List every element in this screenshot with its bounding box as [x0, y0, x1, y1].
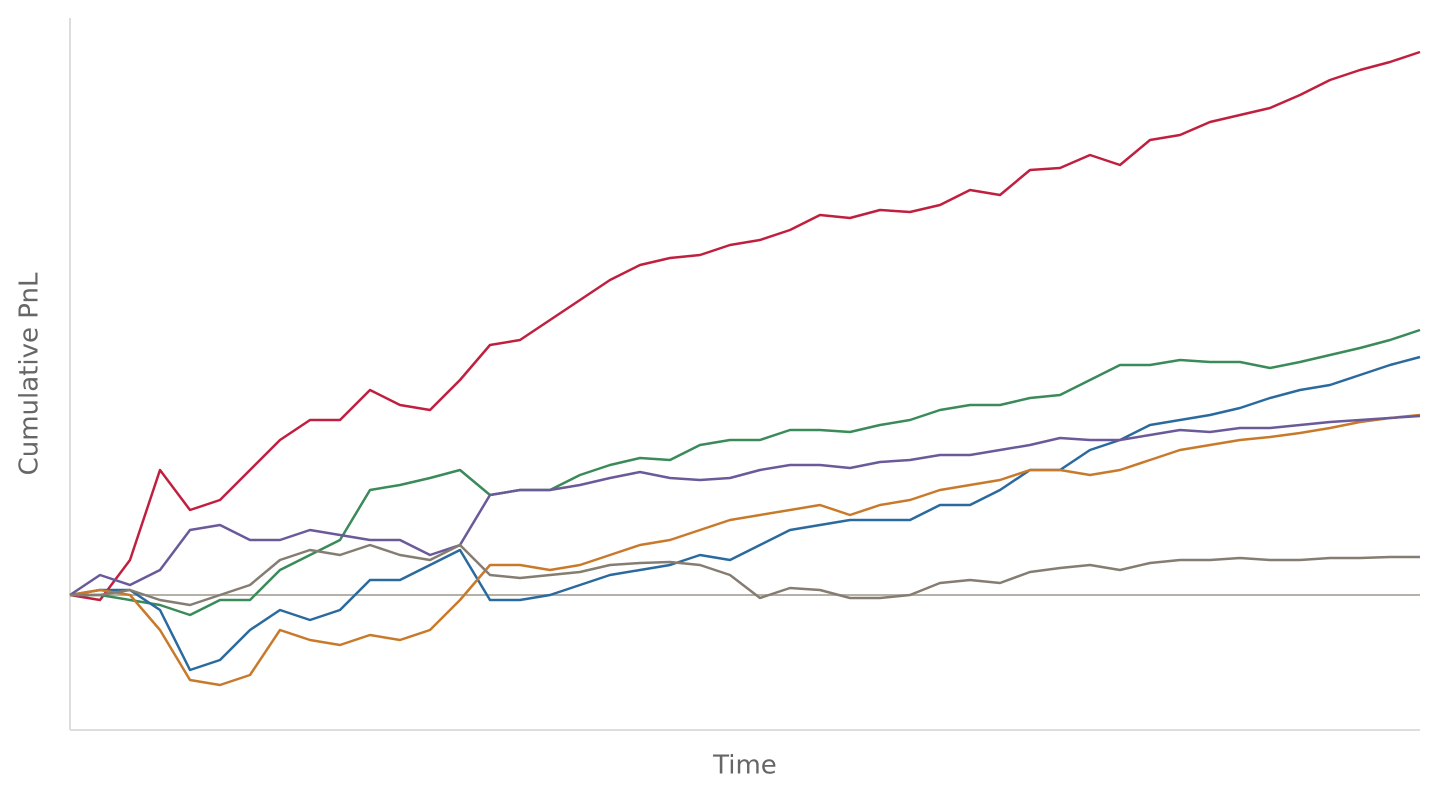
series-line: [70, 543, 1420, 607]
series-line: [69, 414, 1421, 597]
series-line: [70, 328, 1421, 617]
y-axis-label: Cumulative PnL: [15, 272, 45, 475]
series-line: [69, 355, 1421, 672]
series-line: [69, 50, 1421, 602]
x-axis-label: Time: [712, 751, 777, 781]
series-line: [69, 413, 1421, 687]
